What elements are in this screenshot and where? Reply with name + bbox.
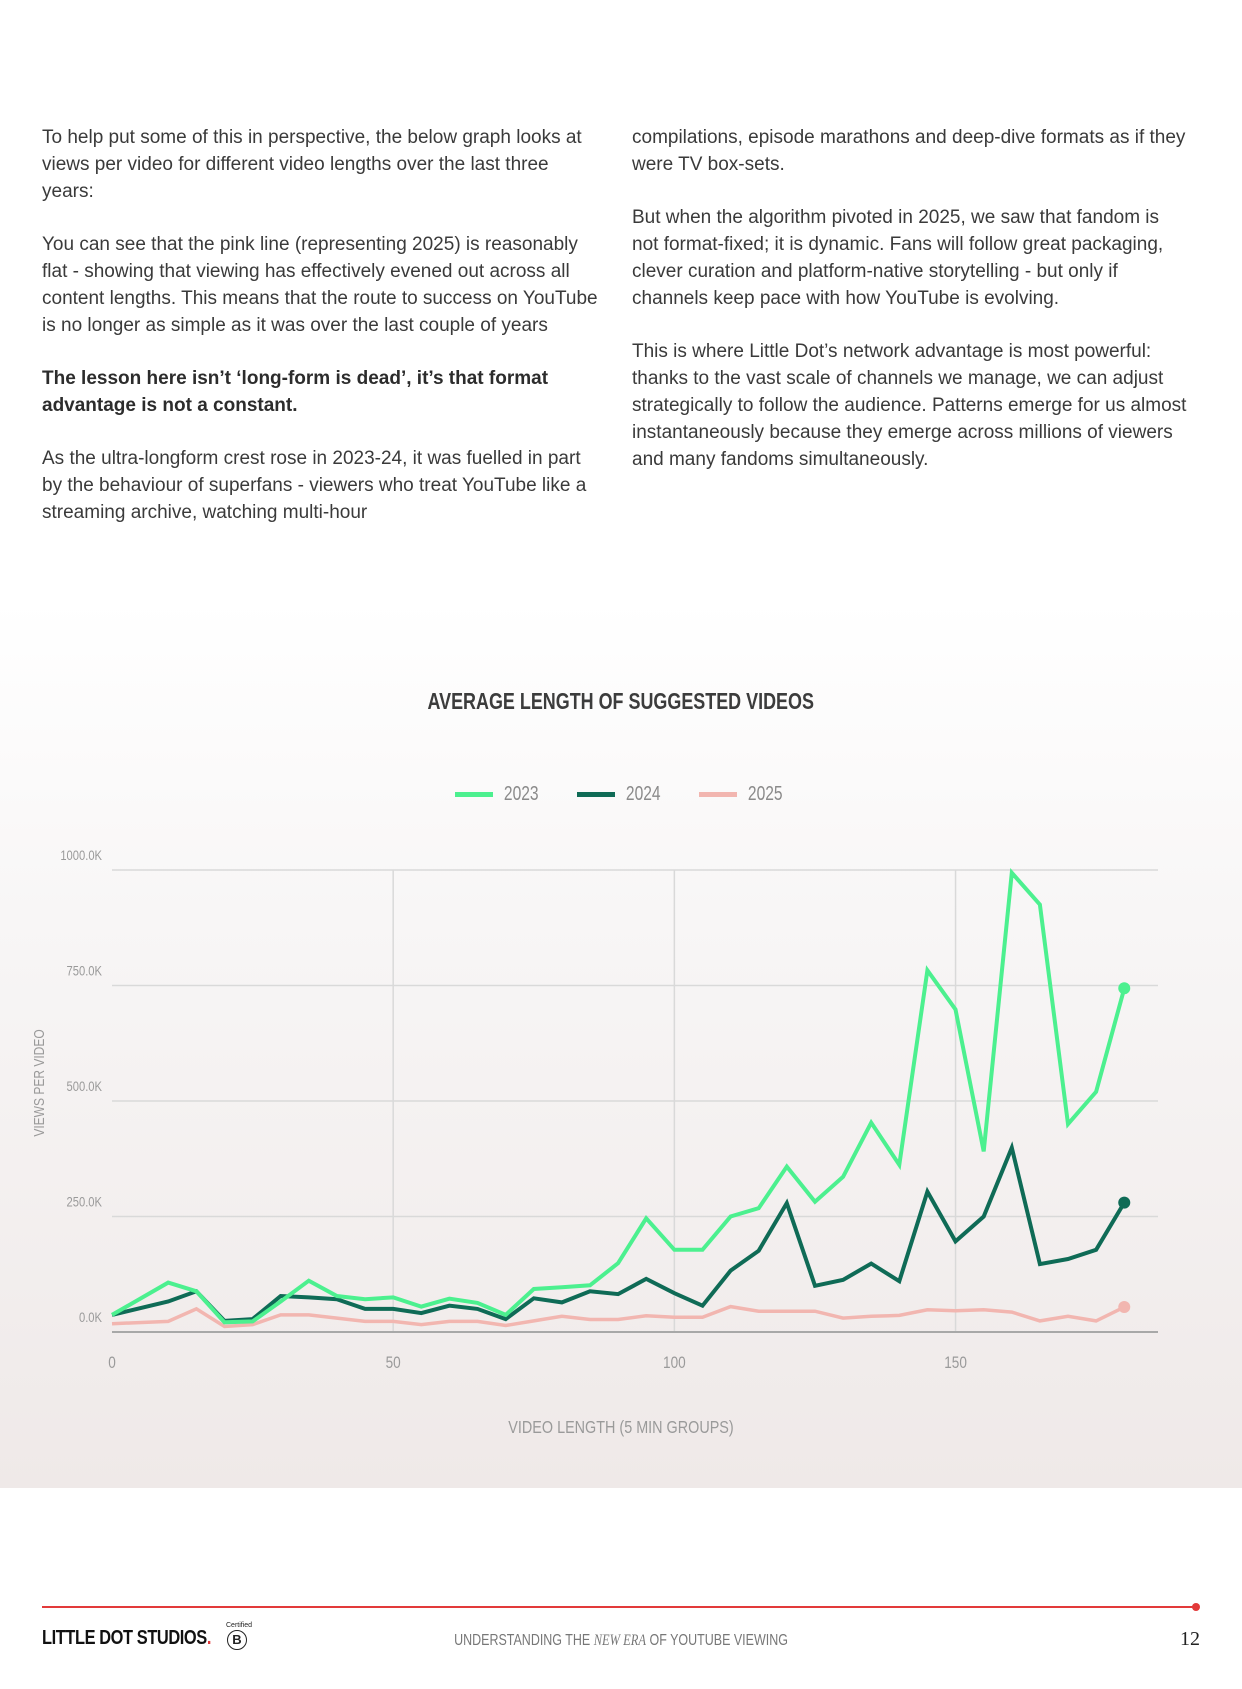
- y-tick-label: 500.0K: [67, 1079, 103, 1094]
- bold-callout: The lesson here isn’t ‘long-form is dead…: [42, 368, 549, 416]
- chart-section: AVERAGE LENGTH OF SUGGESTED VIDEOS 2023 …: [0, 600, 1242, 1488]
- legend-item-2023: 2023: [454, 783, 544, 806]
- series-line-2025: [111, 1304, 1126, 1329]
- chart-title: AVERAGE LENGTH OF SUGGESTED VIDEOS: [0, 688, 1242, 715]
- x-tick-label: 100: [663, 1354, 686, 1373]
- chart-title-text: AVERAGE LENGTH OF SUGGESTED VIDEOS: [427, 688, 815, 714]
- y-tick-label: 0.0K: [79, 1310, 102, 1325]
- footer-title-post: OF YOUTUBE VIEWING: [646, 1632, 788, 1649]
- footer-title-emphasis: NEW ERA: [593, 1632, 647, 1649]
- bcorp-letter: B: [227, 1630, 247, 1650]
- legend-label: 2025: [747, 783, 783, 805]
- legend-label: 2023: [503, 783, 539, 805]
- footer-title-pre: UNDERSTANDING THE: [454, 1632, 594, 1649]
- paragraph: compilations, episode marathons and deep…: [632, 127, 1186, 175]
- legend-swatch: [698, 792, 737, 797]
- line-chart: 0.0K 250.0K 500.0K 750.0K 1000.0K 0 50 100 150 VI…: [31, 848, 1158, 1438]
- logo-text: LITTLE DOT STUDIOS: [42, 1627, 207, 1649]
- logo-dot: .: [206, 1627, 212, 1649]
- x-axis-title: VIDEO LENGTH (5 MIN GROUPS): [508, 1418, 733, 1438]
- series-end-point-2025: [1118, 1301, 1131, 1314]
- footer-title: UNDERSTANDING THE NEW ERA OF YOUTUBE VIE…: [0, 1632, 1242, 1650]
- x-tick-label: 50: [386, 1354, 401, 1373]
- b-corp-badge-icon: Certified B: [226, 1622, 252, 1656]
- paragraph: As the ultra-longform crest rose in 2023…: [42, 448, 587, 523]
- x-tick-label: 0: [108, 1354, 116, 1373]
- left-text-column: To help put some of this in perspective,…: [42, 124, 602, 552]
- y-tick-label: 1000.0K: [60, 848, 102, 863]
- series-end-point-2023: [1118, 982, 1131, 995]
- legend-swatch: [454, 792, 493, 797]
- right-text-column: compilations, episode marathons and deep…: [632, 124, 1187, 499]
- series-line-2023: [111, 868, 1127, 1325]
- y-tick-label: 750.0K: [67, 963, 103, 978]
- y-axis-title: VIEWS PER VIDEO: [31, 1029, 48, 1136]
- paragraph: To help put some of this in perspective,…: [42, 127, 582, 202]
- y-tick-label: 250.0K: [67, 1194, 103, 1209]
- paragraph: You can see that the pink line (represen…: [42, 234, 598, 336]
- paragraph: But when the algorithm pivoted in 2025, …: [632, 207, 1164, 309]
- series-line-2024: [111, 1141, 1127, 1323]
- chart-legend: 2023 2024 2025: [0, 780, 1242, 806]
- legend-item-2024: 2024: [576, 783, 666, 806]
- page-number: 12: [1180, 1628, 1200, 1650]
- legend-item-2025: 2025: [698, 783, 788, 806]
- footer-divider-dot: [1192, 1603, 1200, 1611]
- paragraph: This is where Little Dot’s network advan…: [632, 341, 1187, 470]
- legend-label: 2024: [625, 783, 661, 805]
- footer-divider: [42, 1606, 1194, 1608]
- bcorp-label: Certified: [226, 1622, 253, 1629]
- legend-swatch: [576, 792, 615, 797]
- x-tick-label: 150: [944, 1354, 967, 1373]
- series-end-point-2024: [1118, 1196, 1131, 1209]
- little-dot-studios-logo: LITTLE DOT STUDIOS.: [42, 1627, 248, 1650]
